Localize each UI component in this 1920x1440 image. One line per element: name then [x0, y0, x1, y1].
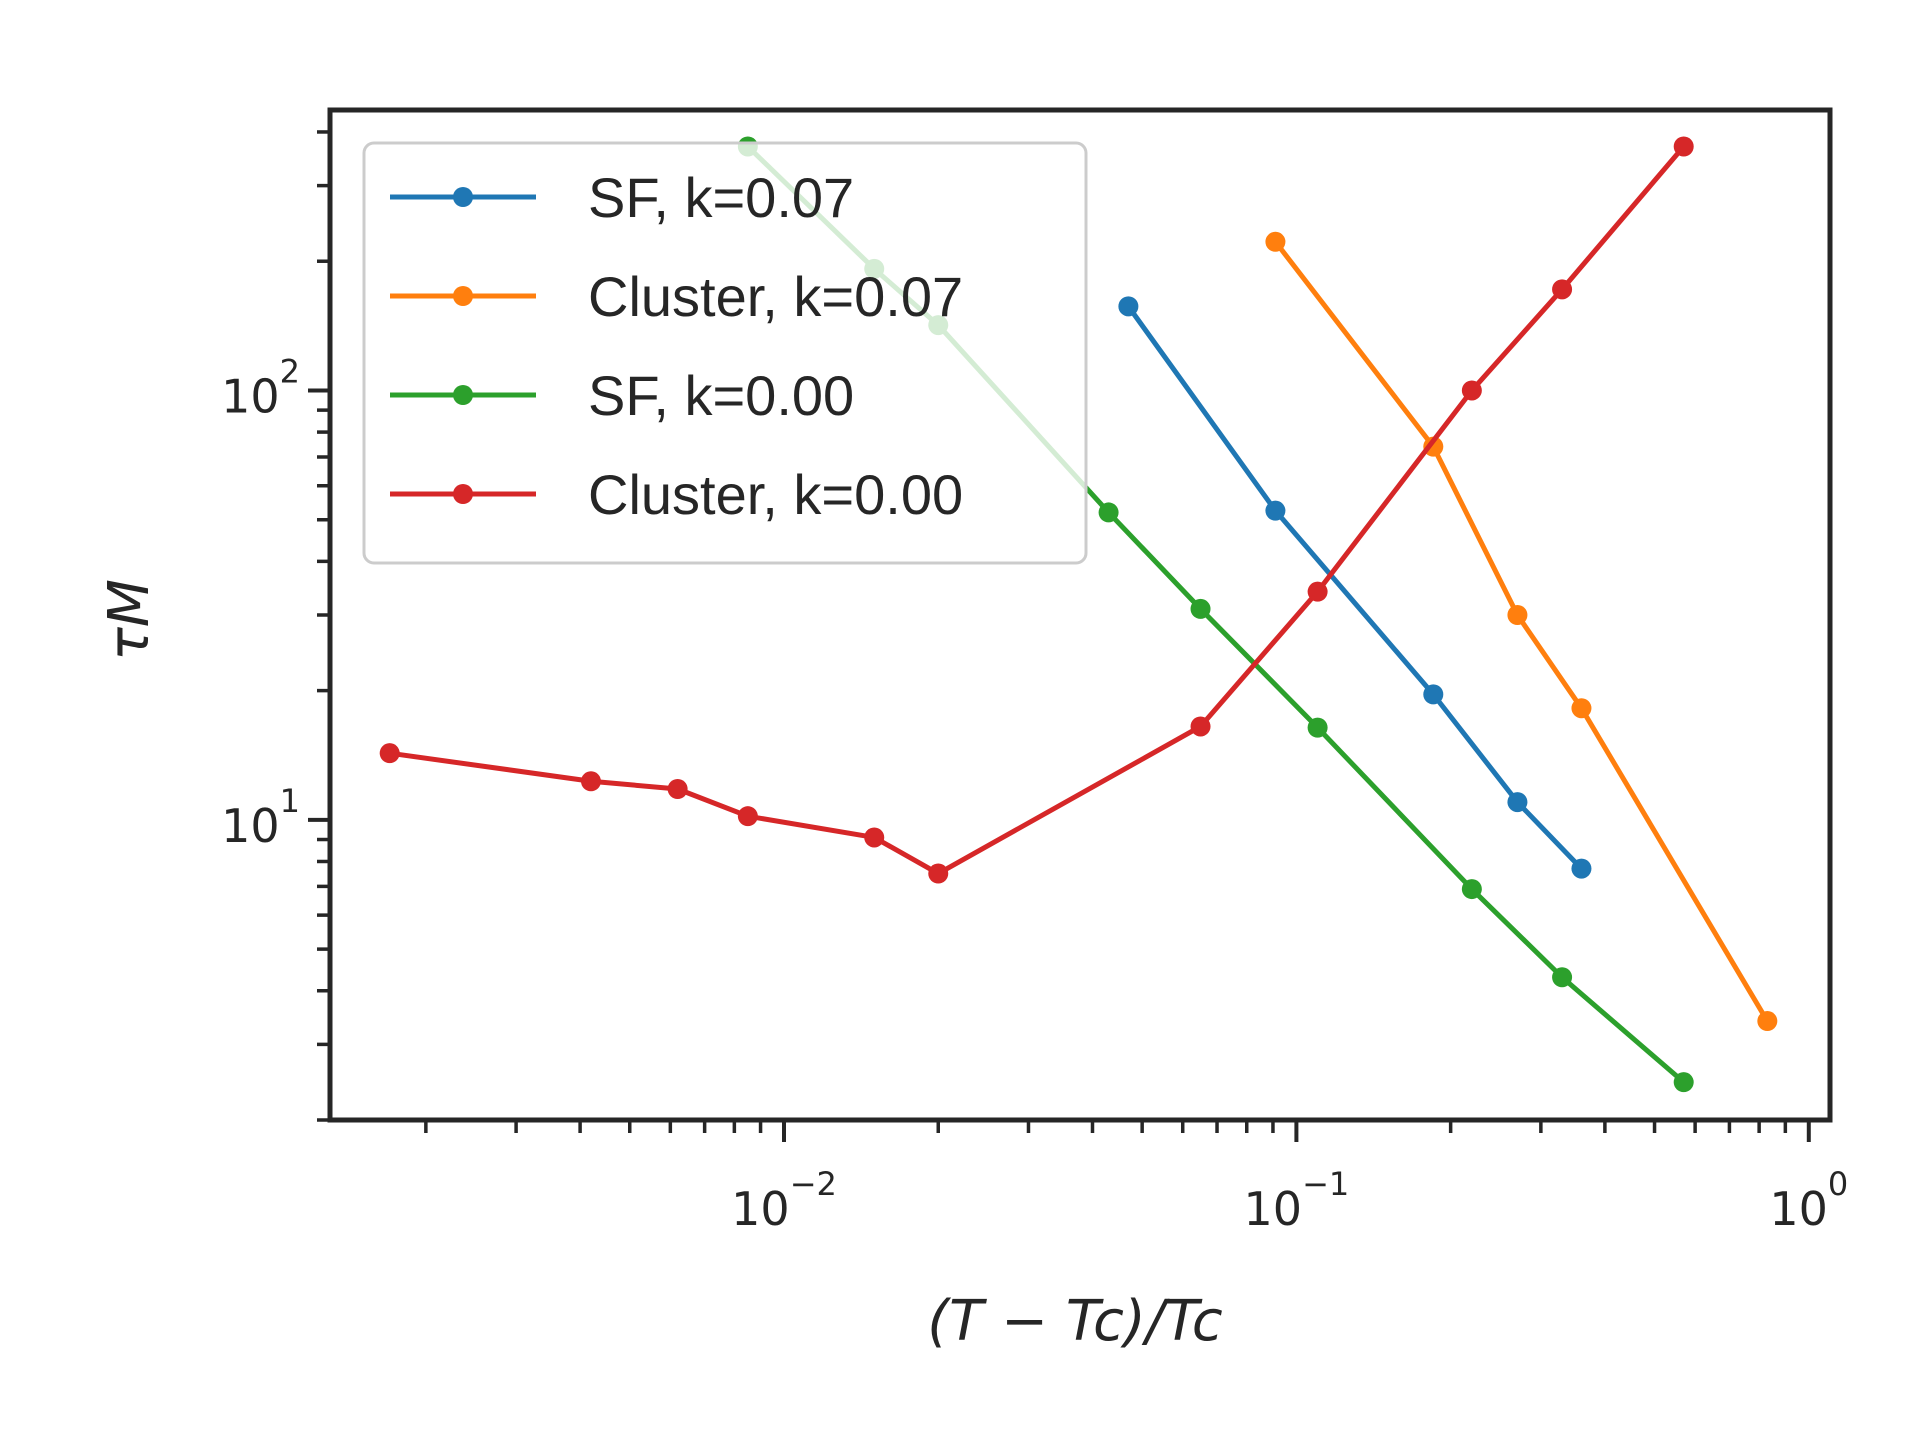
data-point	[1571, 858, 1592, 879]
series-1	[1265, 231, 1778, 1032]
legend-box	[362, 141, 1088, 565]
data-point	[1673, 136, 1694, 157]
series-3	[379, 136, 1694, 884]
legend-item: SF, k=0.07	[390, 166, 854, 229]
y-axis-label: τM	[97, 579, 162, 661]
series-layer	[379, 136, 1778, 1093]
legend-label: Cluster, k=0.00	[588, 463, 963, 526]
x-tick-label: 10−2	[731, 1165, 837, 1236]
legend-item: SF, k=0.00	[390, 364, 854, 427]
y-tick-label: 101	[221, 782, 300, 853]
data-point	[1423, 436, 1444, 457]
data-point	[1118, 296, 1139, 317]
data-point	[1423, 684, 1444, 705]
data-point	[1673, 1072, 1694, 1093]
legend-marker	[453, 385, 473, 405]
data-point	[379, 743, 400, 764]
data-point	[1571, 698, 1592, 719]
series-line	[1273, 240, 1770, 1023]
data-point	[580, 771, 601, 792]
legend-marker	[453, 187, 473, 207]
series-line	[1126, 304, 1584, 871]
data-point	[1507, 605, 1528, 625]
x-tick-label: 100	[1769, 1165, 1848, 1236]
legend-marker	[453, 484, 473, 504]
plot-frame	[327, 107, 1833, 1123]
data-point	[1190, 598, 1211, 619]
data-point	[1265, 500, 1286, 521]
legend-marker	[453, 286, 473, 306]
data-point	[928, 863, 949, 884]
data-point	[1098, 502, 1119, 523]
legend-label: SF, k=0.00	[588, 364, 854, 427]
legend-item: Cluster, k=0.07	[390, 265, 963, 328]
legend-label: Cluster, k=0.07	[588, 265, 963, 328]
y-tick-label: 102	[221, 352, 300, 423]
data-point	[667, 779, 688, 800]
data-point	[864, 827, 885, 848]
x-axis-label: (T − Tc)/Tc	[927, 1289, 1223, 1354]
data-point	[1461, 380, 1482, 401]
series-0	[1118, 296, 1592, 879]
data-point	[1461, 879, 1482, 900]
x-tick-label: 10−1	[1244, 1165, 1350, 1236]
axes-layer: 10−2 10−1 100 101 102	[221, 107, 1848, 1236]
data-point	[1552, 967, 1573, 988]
legend-item: Cluster, k=0.00	[390, 463, 963, 526]
data-point	[737, 806, 758, 827]
legend: SF, k=0.07 Cluster, k=0.07 SF, k=0.00 Clust…	[362, 141, 1088, 565]
legend-label: SF, k=0.07	[588, 166, 854, 229]
data-point	[1307, 717, 1328, 738]
data-point	[1507, 792, 1528, 813]
data-point	[1552, 279, 1573, 300]
data-point	[1307, 581, 1328, 602]
data-point	[1265, 231, 1286, 252]
data-point	[1190, 716, 1211, 737]
data-point	[1757, 1011, 1778, 1032]
